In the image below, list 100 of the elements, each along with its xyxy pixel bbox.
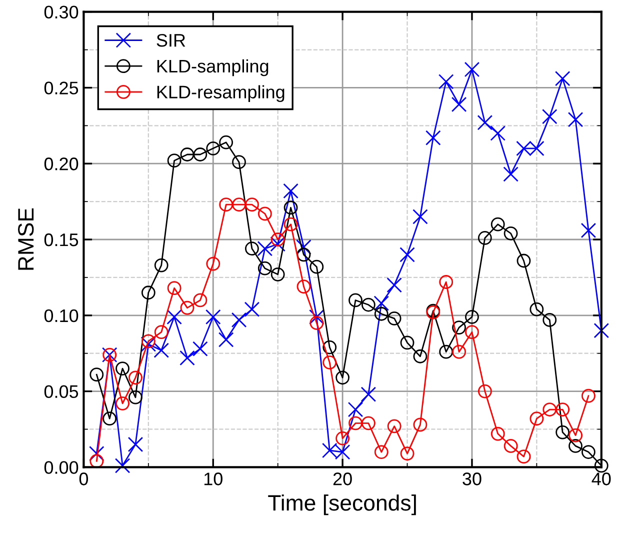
point [490,126,506,141]
point [568,438,582,453]
point [568,112,584,128]
point [154,258,168,272]
point [348,293,362,308]
point [141,334,156,348]
point [140,336,156,352]
point [167,154,182,168]
point [154,342,169,358]
point [205,309,221,325]
point [336,370,350,385]
point [490,217,505,232]
point [412,209,428,224]
point [192,341,208,356]
point [167,281,182,296]
point [542,402,557,416]
point [296,248,311,262]
legend-label: KLD-resampling [157,85,284,102]
point [464,62,480,78]
point [114,458,130,474]
point [348,416,362,430]
point [554,70,570,86]
point [206,256,220,271]
point [141,286,156,300]
point [530,302,544,316]
y-tick-label: 0.25 [44,82,78,94]
point [116,362,130,376]
point [400,247,415,262]
point [258,261,272,276]
point [336,431,350,446]
point [180,148,194,162]
point [438,74,454,90]
point [219,135,234,150]
point [413,349,428,364]
point [322,340,337,354]
point [245,198,259,212]
x-tick-label: 0 [79,472,88,486]
point [270,267,285,282]
point [193,293,208,308]
point [387,311,402,326]
point [309,309,324,325]
point [270,236,286,252]
point [374,445,388,459]
point [206,141,220,156]
point [166,309,182,325]
point [478,384,492,398]
legend-label: KLD-sampling [157,59,268,76]
point [360,386,376,402]
y-tick-label: 0.05 [44,385,78,398]
point [477,114,493,130]
point [568,428,582,442]
point [245,242,259,256]
point [386,277,402,293]
y-tick-label: 0.00 [44,461,78,474]
point [232,155,246,170]
y-tick-label: 0.30 [44,6,78,19]
point [594,322,610,338]
y-tick-label: 0.15 [44,233,78,246]
point [374,306,388,321]
point [116,396,130,410]
point [439,344,454,359]
point [348,402,364,418]
point [504,438,518,453]
point [296,239,312,255]
x-axis-title: Time [seconds] [268,494,416,516]
point [154,325,168,340]
point [232,198,246,212]
point [400,336,414,350]
point [90,368,104,382]
point [284,217,298,232]
point [322,356,337,370]
point [128,390,142,404]
y-axis-title: RMSE [18,208,34,270]
point [542,108,558,124]
y-tick-label: 0.10 [44,309,78,322]
point [582,445,596,459]
point [128,436,144,452]
point [361,298,376,312]
point [516,254,531,268]
point [465,310,479,324]
point [542,313,557,327]
point [257,240,273,256]
point [374,296,390,311]
point [310,316,324,330]
point [451,96,467,112]
point [128,370,142,385]
point [452,344,466,359]
y-tick-label: 0.20 [44,158,78,170]
point [310,260,324,274]
point [556,425,570,440]
point [478,231,492,245]
point [180,300,194,315]
point [270,232,285,246]
point [387,419,402,434]
x-tick-label: 40 [592,472,611,486]
x-tick-label: 30 [462,472,482,486]
point [218,332,234,348]
point [400,446,414,460]
point [503,166,518,182]
point [219,198,234,212]
